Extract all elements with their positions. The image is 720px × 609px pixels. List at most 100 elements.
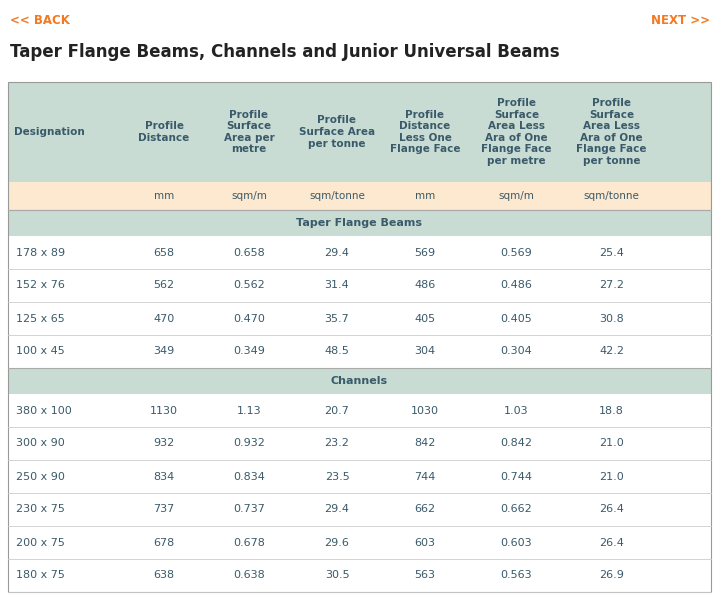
Text: << BACK: << BACK: [10, 13, 70, 27]
Text: 29.4: 29.4: [325, 504, 349, 515]
Text: Profile
Surface
Area per
metre: Profile Surface Area per metre: [224, 110, 274, 155]
Text: 31.4: 31.4: [325, 281, 349, 290]
Text: 0.562: 0.562: [233, 281, 265, 290]
Text: 0.563: 0.563: [500, 571, 532, 580]
Bar: [8, 236, 711, 269]
Bar: [8, 427, 711, 460]
Text: 0.603: 0.603: [500, 538, 532, 547]
Text: 0.569: 0.569: [500, 247, 532, 258]
Text: 30.5: 30.5: [325, 571, 349, 580]
Text: Profile
Distance
Less One
Flange Face: Profile Distance Less One Flange Face: [390, 110, 460, 155]
Bar: [8, 269, 711, 302]
Text: 0.658: 0.658: [233, 247, 265, 258]
Text: 35.7: 35.7: [325, 314, 349, 323]
Text: 0.744: 0.744: [500, 471, 533, 482]
Text: 834: 834: [153, 471, 175, 482]
Text: Profile
Distance: Profile Distance: [138, 121, 189, 143]
Text: 304: 304: [415, 347, 436, 356]
Text: sqm/tonne: sqm/tonne: [309, 191, 365, 201]
Text: 23.5: 23.5: [325, 471, 349, 482]
Text: 26.9: 26.9: [599, 571, 624, 580]
Text: 48.5: 48.5: [325, 347, 349, 356]
Bar: [8, 559, 711, 592]
Text: 1.03: 1.03: [504, 406, 528, 415]
Text: 0.304: 0.304: [500, 347, 532, 356]
Text: Taper Flange Beams, Channels and Junior Universal Beams: Taper Flange Beams, Channels and Junior …: [10, 43, 559, 61]
Text: 0.662: 0.662: [500, 504, 532, 515]
Text: 0.834: 0.834: [233, 471, 265, 482]
Text: 27.2: 27.2: [599, 281, 624, 290]
Text: Channels: Channels: [331, 376, 388, 386]
Text: mm: mm: [415, 191, 435, 201]
Text: 658: 658: [153, 247, 174, 258]
Bar: [8, 210, 711, 236]
Bar: [8, 394, 711, 427]
Text: 0.737: 0.737: [233, 504, 265, 515]
Bar: [8, 302, 711, 335]
Text: 638: 638: [153, 571, 174, 580]
Bar: [8, 493, 711, 526]
Text: 250 x 90: 250 x 90: [16, 471, 65, 482]
Bar: [8, 460, 711, 493]
Text: 178 x 89: 178 x 89: [16, 247, 65, 258]
Text: 1030: 1030: [411, 406, 439, 415]
Text: 100 x 45: 100 x 45: [16, 347, 65, 356]
Text: 744: 744: [414, 471, 436, 482]
Text: 30.8: 30.8: [599, 314, 624, 323]
Text: 21.0: 21.0: [599, 438, 624, 448]
Text: 470: 470: [153, 314, 175, 323]
Bar: [8, 182, 711, 210]
Bar: [8, 526, 711, 559]
Text: 562: 562: [153, 281, 174, 290]
Text: 26.4: 26.4: [599, 538, 624, 547]
Text: 932: 932: [153, 438, 175, 448]
Text: Profile
Surface
Area Less
Ara of One
Flange Face
per metre: Profile Surface Area Less Ara of One Fla…: [481, 98, 552, 166]
Text: 0.349: 0.349: [233, 347, 265, 356]
Text: 380 x 100: 380 x 100: [16, 406, 72, 415]
Text: NEXT >>: NEXT >>: [651, 13, 710, 27]
Text: sqm/m: sqm/m: [231, 191, 267, 201]
Text: 1130: 1130: [150, 406, 178, 415]
Text: 405: 405: [415, 314, 436, 323]
Text: 18.8: 18.8: [599, 406, 624, 415]
Text: 678: 678: [153, 538, 175, 547]
Text: 0.678: 0.678: [233, 538, 265, 547]
Text: sqm/m: sqm/m: [498, 191, 534, 201]
Text: 200 x 75: 200 x 75: [16, 538, 65, 547]
Text: 0.470: 0.470: [233, 314, 265, 323]
Text: 300 x 90: 300 x 90: [16, 438, 65, 448]
Text: 563: 563: [415, 571, 436, 580]
Text: 0.932: 0.932: [233, 438, 265, 448]
Text: 349: 349: [153, 347, 175, 356]
Text: 29.6: 29.6: [325, 538, 349, 547]
Text: 603: 603: [415, 538, 436, 547]
Text: 152 x 76: 152 x 76: [16, 281, 65, 290]
Text: mm: mm: [154, 191, 174, 201]
Bar: [8, 368, 711, 394]
Text: 25.4: 25.4: [599, 247, 624, 258]
Text: 737: 737: [153, 504, 175, 515]
Text: 569: 569: [415, 247, 436, 258]
Text: 0.842: 0.842: [500, 438, 533, 448]
Text: sqm/tonne: sqm/tonne: [584, 191, 639, 201]
Text: 486: 486: [415, 281, 436, 290]
Bar: [8, 82, 711, 182]
Text: 42.2: 42.2: [599, 347, 624, 356]
Bar: [8, 335, 711, 368]
Text: 21.0: 21.0: [599, 471, 624, 482]
Text: 29.4: 29.4: [325, 247, 349, 258]
Text: Designation: Designation: [14, 127, 85, 137]
Text: 20.7: 20.7: [325, 406, 349, 415]
Text: 23.2: 23.2: [325, 438, 349, 448]
Text: 125 x 65: 125 x 65: [16, 314, 65, 323]
Text: 26.4: 26.4: [599, 504, 624, 515]
Text: 230 x 75: 230 x 75: [16, 504, 65, 515]
Bar: [8, 82, 711, 592]
Text: Profile
Surface Area
per tonne: Profile Surface Area per tonne: [299, 115, 375, 149]
Text: 0.405: 0.405: [500, 314, 532, 323]
Text: Profile
Surface
Area Less
Ara of One
Flange Face
per tonne: Profile Surface Area Less Ara of One Fla…: [576, 98, 647, 166]
Text: 1.13: 1.13: [237, 406, 261, 415]
Text: Taper Flange Beams: Taper Flange Beams: [297, 218, 423, 228]
Text: 842: 842: [414, 438, 436, 448]
Text: 0.486: 0.486: [500, 281, 532, 290]
